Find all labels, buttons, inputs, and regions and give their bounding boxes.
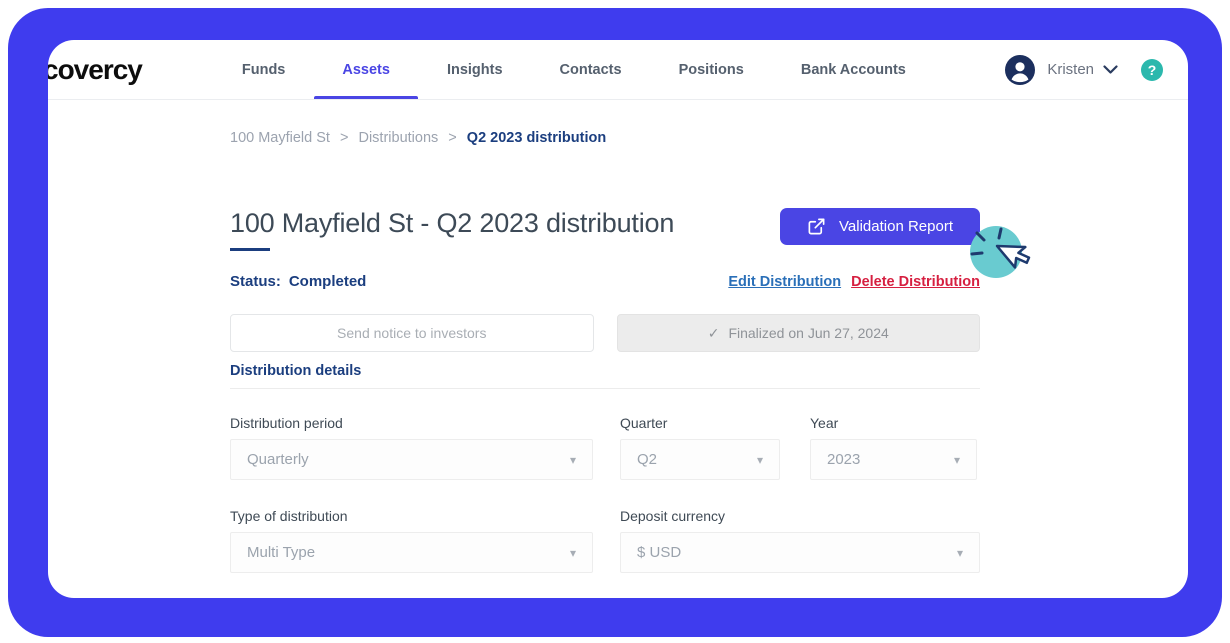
status: Status: Completed	[230, 273, 366, 290]
form-row-1: Distribution period Quarterly ▾ Quarter …	[230, 415, 980, 480]
breadcrumb: 100 Mayfield St > Distributions > Q2 202…	[230, 130, 980, 146]
selected-value: Multi Type	[247, 544, 316, 561]
delete-distribution-link[interactable]: Delete Distribution	[851, 273, 980, 290]
caret-down-icon: ▾	[569, 545, 576, 560]
check-icon: ✓	[707, 324, 720, 341]
field-label: Deposit currency	[620, 508, 726, 524]
user-name[interactable]: Kristen	[1047, 61, 1094, 78]
caret-down-icon: ▾	[953, 452, 960, 467]
field-distribution-period: Distribution period Quarterly ▾	[230, 415, 593, 480]
main-nav: Funds Assets Insights Contacts Positions…	[242, 40, 906, 99]
field-label: Distribution period	[230, 415, 343, 431]
caret-down-icon: ▾	[956, 545, 963, 560]
distribution-period-select[interactable]: Quarterly ▾	[230, 439, 593, 480]
field-label: Year	[810, 415, 839, 431]
breadcrumb-asset[interactable]: 100 Mayfield St	[230, 130, 330, 146]
status-row: Status: Completed Edit Distribution Delet…	[230, 273, 980, 290]
field-label: Quarter	[620, 415, 668, 431]
field-deposit-currency: Deposit currency $ USD ▾	[620, 508, 980, 573]
main-content: 100 Mayfield St > Distributions > Q2 202…	[230, 130, 980, 573]
field-year: Year 2023 ▾	[810, 415, 977, 480]
title-underline	[230, 248, 270, 251]
covercy-logo: covercy	[48, 53, 143, 85]
field-label: Type of distribution	[230, 508, 348, 524]
selected-value: Q2	[637, 451, 658, 468]
breadcrumb-current: Q2 2023 distribution	[466, 130, 607, 146]
breadcrumb-distributions[interactable]: Distributions	[358, 130, 439, 146]
edit-distribution-link[interactable]: Edit Distribution	[728, 273, 842, 290]
chevron-down-icon[interactable]	[1103, 65, 1118, 74]
selected-value: 2023	[827, 451, 861, 468]
tab-assets[interactable]: Assets	[342, 40, 390, 99]
deposit-currency-select[interactable]: $ USD ▾	[620, 532, 980, 573]
tab-insights[interactable]: Insights	[446, 61, 503, 78]
page-title: 100 Mayfield St - Q2 2023 distribution	[230, 208, 675, 238]
status-label: Status:	[230, 273, 281, 290]
distribution-links: Edit Distribution Delete Distribution	[728, 274, 980, 290]
selected-value: Quarterly	[247, 451, 309, 468]
selected-value: $ USD	[637, 544, 682, 561]
help-button[interactable]: ?	[1141, 58, 1163, 81]
external-link-icon	[807, 217, 826, 236]
validation-report-button[interactable]: Validation Report	[780, 208, 980, 245]
user-avatar-icon[interactable]	[1005, 54, 1036, 85]
field-type-of-distribution: Type of distribution Multi Type ▾	[230, 508, 593, 573]
title-row: 100 Mayfield St - Q2 2023 distribution V…	[230, 208, 980, 251]
tab-bank-accounts[interactable]: Bank Accounts	[800, 61, 906, 78]
breadcrumb-separator: >	[339, 130, 349, 146]
top-navbar: covercy Funds Assets Insights Contacts P…	[48, 40, 1188, 100]
field-quarter: Quarter Q2 ▾	[620, 415, 780, 480]
form-row-2: Type of distribution Multi Type ▾ Deposi…	[230, 508, 980, 573]
tab-positions[interactable]: Positions	[678, 61, 744, 78]
section-divider	[230, 388, 980, 389]
year-select[interactable]: 2023 ▾	[810, 439, 977, 480]
quarter-select[interactable]: Q2 ▾	[620, 439, 780, 480]
tab-funds[interactable]: Funds	[241, 61, 286, 78]
breadcrumb-separator: >	[448, 130, 457, 146]
finalized-button: ✓ Finalized on Jun 27, 2024	[616, 314, 980, 352]
tab-contacts[interactable]: Contacts	[559, 61, 622, 78]
app-window: covercy Funds Assets Insights Contacts P…	[48, 40, 1188, 598]
finalized-label: Finalized on Jun 27, 2024	[728, 325, 889, 341]
title-block: 100 Mayfield St - Q2 2023 distribution	[230, 208, 674, 251]
question-mark-icon: ?	[1147, 61, 1157, 78]
mouse-cursor-icon	[995, 244, 1031, 269]
type-of-distribution-select[interactable]: Multi Type ▾	[230, 532, 593, 573]
section-title-distribution-details: Distribution details	[230, 363, 362, 379]
caret-down-icon: ▾	[569, 452, 576, 467]
status-value: Completed	[288, 273, 367, 290]
action-row: Send notice to investors ✓ Finalized on …	[230, 314, 980, 352]
validation-report-label: Validation Report	[839, 218, 953, 235]
send-notice-button[interactable]: Send notice to investors	[230, 314, 594, 352]
caret-down-icon: ▾	[756, 452, 763, 467]
user-menu[interactable]: Kristen ?	[1005, 54, 1163, 85]
